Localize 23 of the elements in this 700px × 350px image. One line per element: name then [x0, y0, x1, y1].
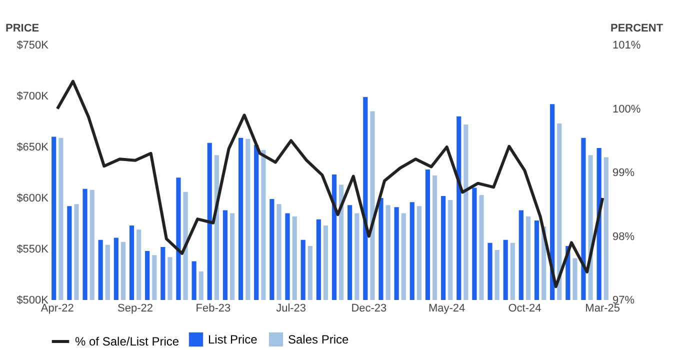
- x-tick-label: Apr-22: [40, 302, 74, 314]
- legend-label: % of Sale/List Price: [75, 334, 180, 348]
- y2-tick-label: 99%: [612, 167, 635, 179]
- legend-label: List Price: [208, 332, 258, 346]
- y-tick-label: $550K: [16, 244, 50, 256]
- y-tick-label: $700K: [16, 90, 50, 102]
- y-tick-label: $750K: [16, 40, 50, 52]
- x-tick-label: Oct-24: [508, 302, 542, 314]
- x-tick-label: Sep-22: [118, 302, 154, 314]
- legend-label: Sales Price: [288, 332, 350, 346]
- y-axis-title: PRICE: [6, 22, 40, 34]
- x-tick-label: Feb-23: [196, 302, 231, 314]
- y2-tick-label: 101%: [612, 40, 641, 52]
- y2-axis-title: PERCENT: [610, 22, 664, 34]
- line-series: [56, 80, 604, 288]
- x-tick-label: Mar-25: [585, 302, 620, 314]
- x-tick-label: Dec-23: [351, 302, 387, 314]
- y2-tick-label: 100%: [612, 103, 641, 116]
- y-tick-label: $650K: [16, 142, 50, 154]
- y2-tick-label: 98%: [612, 230, 635, 243]
- x-tick-label: Jul-23: [276, 302, 306, 314]
- y-tick-label: $600K: [16, 192, 50, 204]
- x-tick-label: May-24: [428, 302, 466, 314]
